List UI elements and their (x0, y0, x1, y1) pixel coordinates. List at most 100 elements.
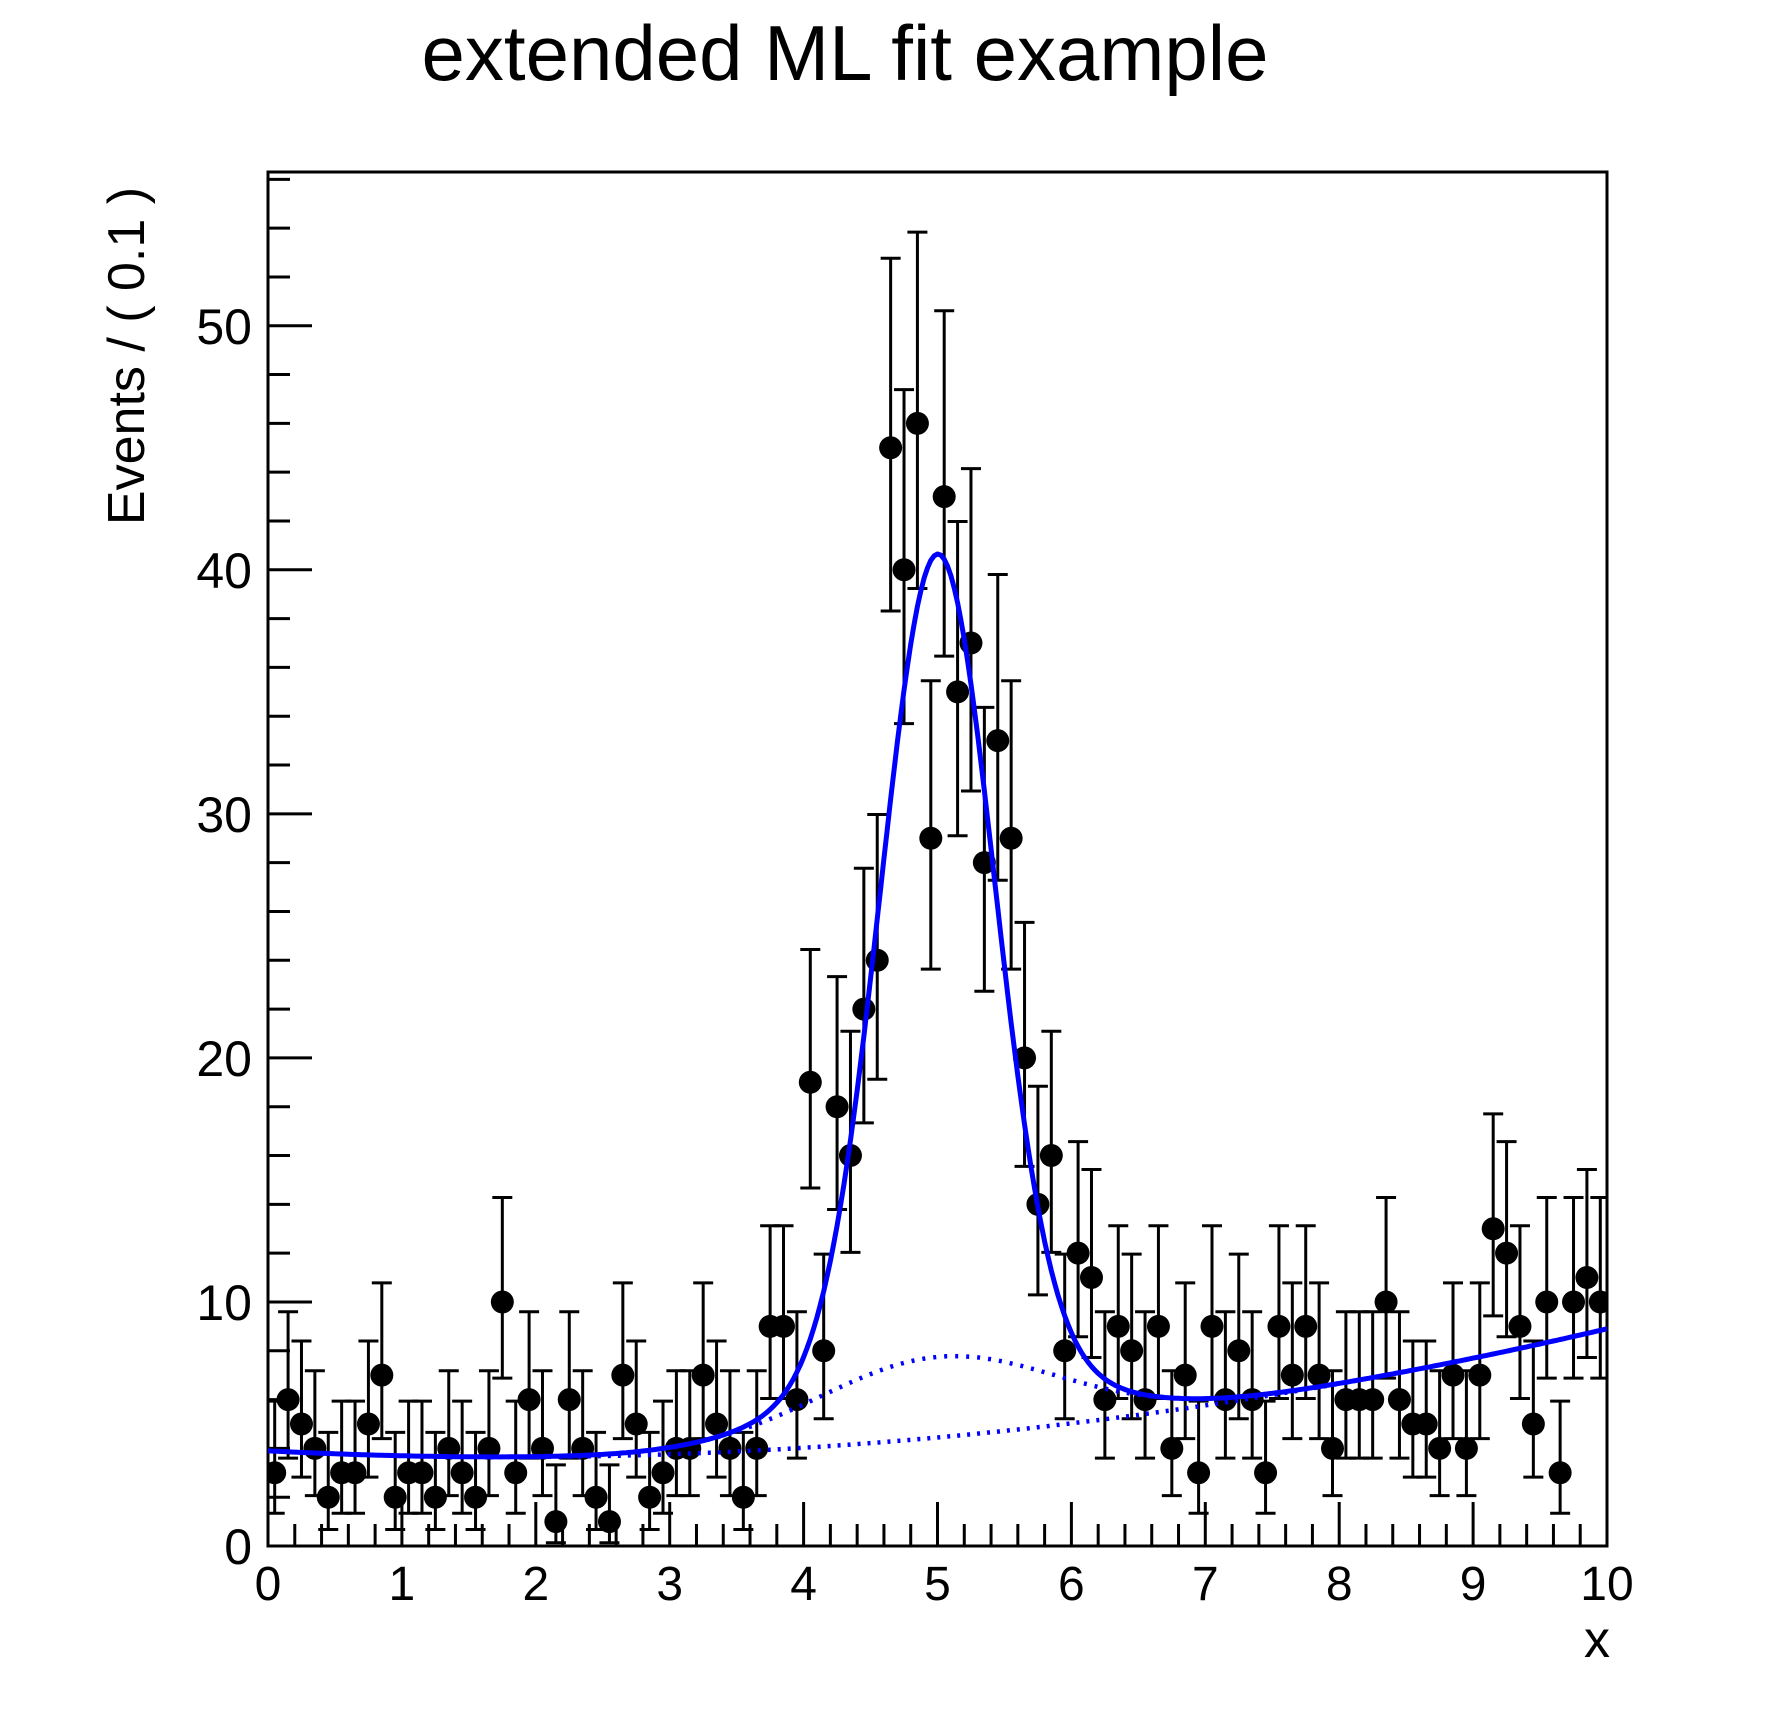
data-point (1508, 1314, 1532, 1338)
data-point (986, 729, 1010, 753)
data-point (1240, 1388, 1264, 1412)
data-point (1200, 1314, 1224, 1338)
data-point (919, 826, 943, 850)
svg-text:2: 2 (522, 1558, 549, 1611)
y-axis-title: Events / ( 0.1 ) (98, 186, 156, 526)
data-point (1079, 1266, 1103, 1290)
data-point (1106, 1314, 1130, 1338)
data-point (383, 1485, 407, 1509)
data-point (1146, 1314, 1170, 1338)
data-point (999, 826, 1023, 850)
data-point (705, 1412, 729, 1436)
data-point (410, 1461, 434, 1485)
data-point (651, 1461, 675, 1485)
data-point (772, 1314, 796, 1338)
data-point (1187, 1461, 1211, 1485)
data-point (745, 1436, 769, 1460)
data-point (464, 1485, 488, 1509)
data-point (1173, 1363, 1197, 1387)
data-point (1120, 1339, 1144, 1363)
data-point (624, 1412, 648, 1436)
data-point (1053, 1339, 1077, 1363)
data-point (798, 1070, 822, 1094)
svg-text:10: 10 (1580, 1558, 1633, 1611)
svg-text:3: 3 (656, 1558, 683, 1611)
data-point (638, 1485, 662, 1509)
data-point (343, 1461, 367, 1485)
data-point (1548, 1461, 1572, 1485)
data-point (879, 436, 903, 460)
data-point (517, 1388, 541, 1412)
data-point (1307, 1363, 1331, 1387)
chart-title: extended ML fit example (421, 9, 1269, 97)
data-point (1535, 1290, 1559, 1314)
data-point (1588, 1290, 1607, 1314)
data-point (597, 1510, 621, 1534)
data-point (1414, 1412, 1438, 1436)
data-point (490, 1290, 514, 1314)
data-point (611, 1363, 635, 1387)
data-point (731, 1485, 755, 1509)
svg-text:0: 0 (224, 1519, 252, 1575)
data-point (825, 1095, 849, 1119)
data-point (1321, 1436, 1345, 1460)
data-point (1254, 1461, 1278, 1485)
svg-text:4: 4 (790, 1558, 817, 1611)
svg-text:8: 8 (1326, 1558, 1353, 1611)
data-point (268, 1461, 287, 1485)
data-point (1468, 1363, 1492, 1387)
x-tick-labels: 0 1 2 3 4 5 6 7 8 9 10 (255, 1558, 1634, 1611)
y-tick-labels: 0 10 20 30 40 50 (196, 299, 252, 1575)
svg-text:40: 40 (196, 543, 252, 599)
data-point (557, 1388, 581, 1412)
svg-text:9: 9 (1460, 1558, 1487, 1611)
data-point (370, 1363, 394, 1387)
svg-text:20: 20 (196, 1031, 252, 1087)
data-point (946, 680, 970, 704)
data-point (932, 485, 956, 509)
data-point (1454, 1436, 1478, 1460)
data-point (812, 1339, 836, 1363)
data-point (1441, 1363, 1465, 1387)
svg-text:1: 1 (389, 1558, 416, 1611)
data-point (1039, 1144, 1063, 1168)
data-point (1280, 1363, 1304, 1387)
data-point (1481, 1217, 1505, 1241)
svg-text:30: 30 (196, 787, 252, 843)
data-point (303, 1436, 327, 1460)
data-point (1387, 1388, 1411, 1412)
svg-text:5: 5 (924, 1558, 951, 1611)
data-point (1160, 1436, 1184, 1460)
data-point (1575, 1266, 1599, 1290)
data-point (1562, 1290, 1586, 1314)
data-point (316, 1485, 340, 1509)
data-point (691, 1363, 715, 1387)
data-point (1267, 1314, 1291, 1338)
svg-text:50: 50 (196, 299, 252, 355)
data-point (892, 558, 916, 582)
x-axis-title: x (1584, 1611, 1610, 1669)
data-point (905, 411, 929, 435)
data-point (785, 1388, 809, 1412)
data-point (1227, 1339, 1251, 1363)
svg-text:7: 7 (1192, 1558, 1219, 1611)
data-point (504, 1461, 528, 1485)
data-point (450, 1461, 474, 1485)
svg-text:6: 6 (1058, 1558, 1085, 1611)
fit-curve-total (268, 551, 1607, 1460)
data-point (276, 1388, 300, 1412)
data-point (1093, 1388, 1117, 1412)
data-point (1361, 1388, 1385, 1412)
data-point (544, 1510, 568, 1534)
data-point (1521, 1412, 1545, 1436)
data-point (1428, 1436, 1452, 1460)
data-point (423, 1485, 447, 1509)
data-point (718, 1436, 742, 1460)
data-point (477, 1436, 501, 1460)
svg-text:10: 10 (196, 1275, 252, 1331)
error-bars (268, 230, 1607, 1545)
data-point (584, 1485, 608, 1509)
data-point (289, 1412, 313, 1436)
